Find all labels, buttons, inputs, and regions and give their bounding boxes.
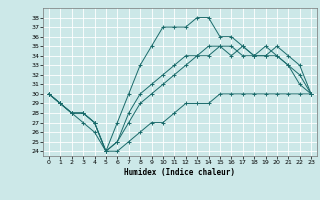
- X-axis label: Humidex (Indice chaleur): Humidex (Indice chaleur): [124, 168, 236, 177]
